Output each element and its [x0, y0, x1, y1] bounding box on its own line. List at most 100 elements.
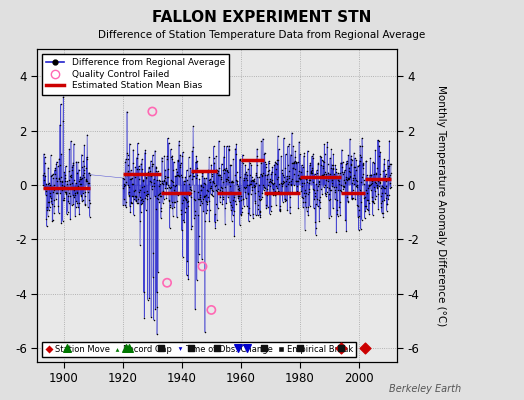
Point: [58, 182, 67, 188]
Point: [150, 176, 158, 182]
Point: [205, 218, 214, 224]
Point: [219, 179, 227, 186]
Point: [357, 174, 366, 180]
Point: [248, 184, 257, 191]
Point: [230, 194, 238, 200]
Point: [157, 205, 166, 211]
Point: [298, 183, 307, 190]
Point: [150, 193, 159, 200]
Point: [232, 177, 240, 184]
Point: [261, 164, 270, 171]
Point: [343, 160, 351, 167]
Point: [242, 175, 250, 181]
Point: [159, 189, 168, 195]
Point: [295, 138, 303, 145]
Point: [200, 175, 209, 181]
Point: [341, 176, 350, 182]
Point: [349, 187, 357, 193]
Point: [185, 181, 194, 187]
Point: [65, 146, 73, 152]
Point: [182, 190, 190, 196]
Point: [289, 165, 297, 171]
Point: [243, 182, 252, 188]
Point: [243, 345, 251, 351]
Point: [358, 135, 366, 142]
Point: [191, 208, 200, 214]
Point: [51, 190, 60, 196]
Point: [346, 169, 354, 175]
Point: [364, 207, 373, 213]
Point: [50, 196, 59, 203]
Point: [384, 163, 392, 170]
Point: [381, 171, 390, 177]
Point: [335, 170, 344, 177]
Point: [222, 200, 231, 206]
Point: [374, 190, 383, 197]
Point: [78, 198, 86, 204]
Point: [81, 201, 89, 208]
Point: [121, 181, 129, 188]
Point: [255, 182, 263, 188]
Point: [72, 198, 80, 204]
Point: [324, 169, 333, 176]
Point: [351, 175, 359, 182]
Point: [250, 176, 258, 182]
Point: [54, 176, 63, 182]
Point: [185, 184, 194, 190]
Point: [386, 184, 395, 190]
Point: [324, 175, 332, 181]
Point: [41, 172, 50, 179]
Point: [242, 162, 250, 168]
Point: [70, 187, 79, 194]
Point: [155, 182, 163, 189]
Point: [59, 196, 67, 203]
Point: [275, 189, 283, 195]
Point: [285, 168, 293, 174]
Point: [254, 202, 262, 208]
Point: [86, 172, 94, 178]
Point: [78, 175, 86, 181]
Point: [368, 212, 377, 218]
Point: [187, 190, 195, 197]
Point: [57, 220, 66, 226]
Point: [368, 194, 376, 200]
Point: [55, 175, 63, 182]
Point: [225, 179, 234, 186]
Point: [158, 179, 166, 186]
Point: [367, 181, 375, 187]
Point: [189, 123, 198, 130]
Point: [357, 216, 366, 223]
Point: [138, 177, 147, 183]
Point: [67, 184, 75, 190]
Point: [315, 217, 323, 224]
Point: [131, 174, 139, 180]
Point: [246, 160, 254, 166]
Point: [41, 184, 49, 190]
Point: [137, 201, 146, 208]
Point: [201, 218, 209, 224]
Point: [365, 210, 373, 217]
Point: [278, 182, 286, 189]
Point: [198, 200, 206, 206]
Point: [336, 198, 345, 205]
Point: [124, 168, 133, 174]
Point: [69, 200, 78, 207]
Point: [260, 184, 269, 190]
Point: [119, 176, 128, 182]
Point: [181, 174, 190, 180]
Point: [365, 182, 374, 189]
Point: [162, 185, 171, 192]
Point: [307, 169, 315, 176]
Point: [249, 184, 258, 190]
Point: [233, 178, 242, 184]
Point: [144, 191, 152, 198]
Point: [129, 193, 137, 200]
Point: [74, 204, 82, 210]
Legend: Station Move, Record Gap, Time of Obs. Change, Empirical Break: Station Move, Record Gap, Time of Obs. C…: [42, 342, 356, 358]
Point: [347, 155, 355, 162]
Point: [134, 200, 143, 206]
Point: [384, 157, 392, 163]
Point: [164, 174, 172, 180]
Point: [217, 161, 226, 167]
Point: [313, 196, 321, 202]
